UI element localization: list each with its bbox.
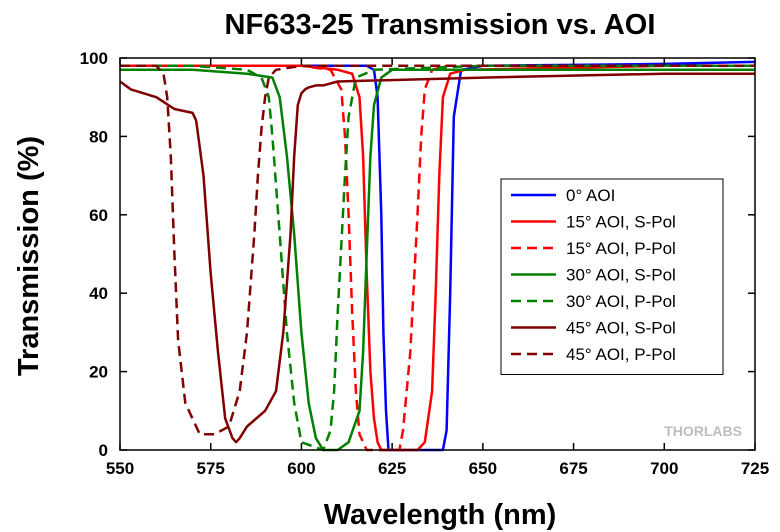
y-tick-label: 40 [89,284,108,303]
y-tick-label: 60 [89,206,108,225]
y-tick-label: 80 [89,127,108,146]
legend: 0° AOI 15° AOI, S-Pol 15° AOI, P-Pol 30° AO… [500,178,724,375]
chart-title: NF633-25 Transmission vs. AOI [225,9,656,41]
x-tick-label: 700 [650,459,678,478]
legend-label-4: 30° AOI, P-Pol [566,292,676,311]
x-tick-label: 625 [378,459,406,478]
legend-box [500,178,724,375]
y-tick-label: 20 [89,363,108,382]
y-tick-label: 100 [80,49,108,68]
series-line-6 [120,64,755,436]
x-tick-label: 550 [106,459,134,478]
legend-label-0: 0° AOI [566,186,615,205]
y-tick-label: 0 [99,441,108,460]
plot-frame [119,57,756,451]
x-tick-label: 650 [469,459,497,478]
x-tick-label: 600 [287,459,315,478]
legend-label-3: 30° AOI, S-Pol [566,266,676,285]
legend-label-2: 15° AOI, P-Pol [566,239,676,258]
x-tick-label: 575 [197,459,225,478]
watermark: THORLABS [664,423,742,439]
axes-layer: 550 575 600 625 650 675 700 725 0 20 40 60 80 100 [80,49,770,478]
x-tick-label: 725 [741,459,769,478]
legend-label-1: 15° AOI, S-Pol [566,213,676,232]
series-line-5 [120,72,755,444]
x-axis-label: Wavelength (nm) [324,499,557,531]
series-line-4 [120,64,755,452]
x-tick-label: 675 [559,459,587,478]
y-axis-label: Transmission (%) [13,136,45,376]
legend-label-6: 45° AOI, P-Pol [566,345,676,364]
legend-label-5: 45° AOI, S-Pol [566,319,676,338]
